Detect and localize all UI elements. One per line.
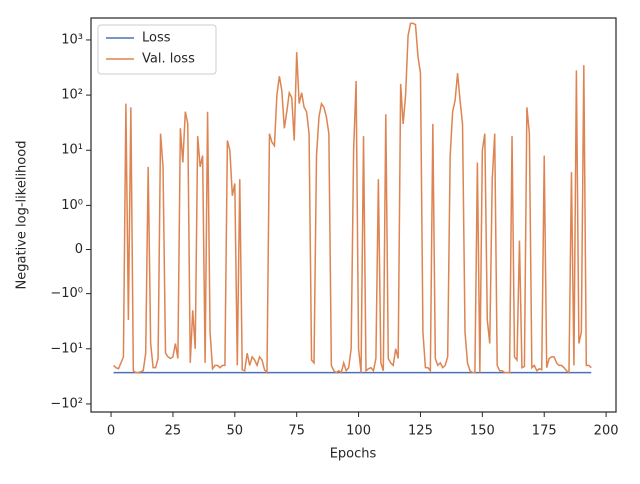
y-tick-label: 0 <box>75 242 83 257</box>
y-tick-label: −10² <box>50 396 83 411</box>
y-tick-label: 10² <box>61 88 83 103</box>
y-tick-label: 10⁰ <box>61 198 83 213</box>
x-tick-label: 125 <box>408 424 433 439</box>
y-tick-label: −10⁰ <box>50 286 83 301</box>
y-axis-label: Negative log-likelihood <box>15 141 30 290</box>
x-tick-label: 0 <box>107 424 115 439</box>
plot-frame <box>90 17 617 413</box>
x-tick-label: 75 <box>288 424 305 439</box>
x-tick-label: 25 <box>165 424 182 439</box>
series-line <box>113 22 592 375</box>
x-tick-label: 200 <box>594 424 619 439</box>
x-tick-label: 50 <box>227 424 244 439</box>
x-axis-label: Epochs <box>330 447 377 462</box>
y-tick-label: 10¹ <box>61 143 83 158</box>
legend: Loss Val. loss <box>97 24 217 75</box>
x-tick-label: 175 <box>532 424 557 439</box>
y-tick-label: −10¹ <box>50 341 83 356</box>
legend-label: Val. loss <box>142 52 195 67</box>
legend-label: Loss <box>142 31 171 46</box>
x-tick-label: 100 <box>346 424 371 439</box>
y-tick-label: 10³ <box>61 32 83 47</box>
x-tick-label: 150 <box>470 424 495 439</box>
